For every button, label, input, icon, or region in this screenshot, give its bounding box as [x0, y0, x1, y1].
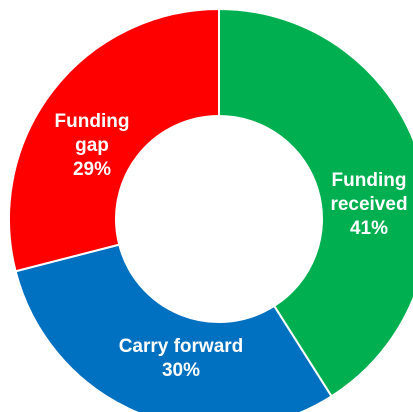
- donut-slice-1: [14, 243, 333, 412]
- donut-slice-2: [8, 7, 220, 273]
- slice-label-1-line-1: 30%: [162, 360, 200, 381]
- slice-label-1-line-0: Carry forward: [119, 336, 244, 357]
- slice-label-0-line-0: Funding: [332, 170, 407, 191]
- slices-layer: [8, 7, 413, 412]
- slice-label-2: Funding gap 29%: [55, 111, 130, 180]
- donut-slice-0: [218, 7, 413, 398]
- slice-label-2-line-1: gap: [75, 135, 109, 156]
- slice-label-1: Carry forward 30%: [119, 336, 244, 381]
- slice-label-0-line-2: 41%: [350, 218, 388, 239]
- slice-label-0-line-1: received: [330, 194, 407, 215]
- slice-label-0: Funding received 41%: [330, 170, 407, 239]
- labels-layer: Funding received 41% Carry forward 30% Fundin…: [55, 111, 408, 381]
- slice-label-2-line-2: 29%: [73, 159, 111, 180]
- slice-label-2-line-0: Funding: [55, 111, 130, 132]
